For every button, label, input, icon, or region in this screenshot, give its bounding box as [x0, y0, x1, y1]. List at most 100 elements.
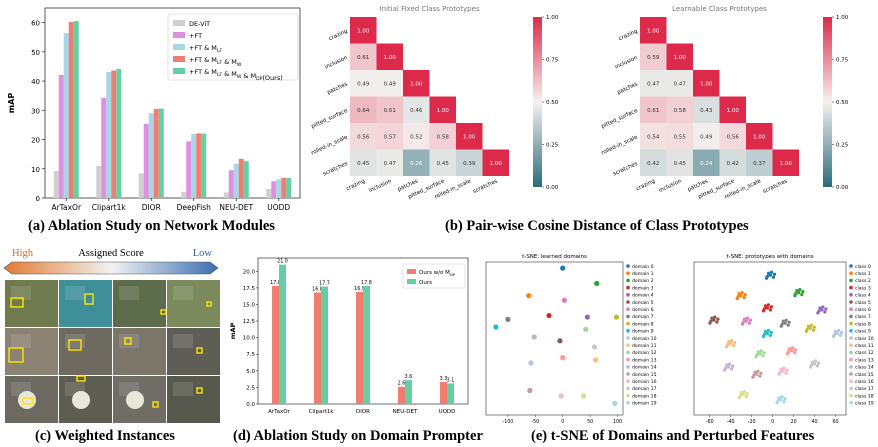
bar-d	[405, 380, 412, 404]
scatter-legend-label: domain 16	[632, 379, 657, 385]
instance-box	[206, 301, 212, 307]
heatmap-value: 0.55	[674, 134, 687, 140]
scatter-point	[840, 330, 844, 334]
heatmap-cell	[640, 70, 667, 97]
heatmap-value: 0.42	[727, 161, 739, 167]
caption-e: (e) t-SNE of Domains and Perturbed Featu…	[531, 428, 815, 444]
scatter-point	[771, 275, 776, 279]
scatter-point	[737, 396, 741, 400]
scatter-point	[818, 306, 822, 310]
scatter-legend-marker	[626, 307, 630, 311]
scatter-point	[809, 323, 813, 327]
heatmap-value: 0.26	[410, 161, 423, 167]
scatter-point	[722, 368, 727, 372]
heatmap-cell	[350, 149, 377, 176]
bar-a	[138, 173, 144, 198]
scatter-point	[821, 305, 825, 309]
scatter-point	[785, 368, 789, 372]
scatter-point	[729, 342, 733, 346]
bar-value-label-d: 17.7	[319, 281, 330, 287]
scatter-point	[735, 297, 739, 301]
scatter-point	[816, 311, 820, 315]
heatmap-cell	[746, 123, 773, 150]
heatmap-cell	[403, 123, 430, 150]
colorbar-tick-label: 0.25	[836, 143, 849, 149]
legend-swatch-a	[173, 20, 185, 26]
heatmap-cell	[403, 70, 430, 97]
scatter-legend-marker	[626, 293, 630, 297]
caption-a: (a) Ablation Study on Network Modules	[28, 218, 275, 234]
heatmap-value: 1.00	[357, 28, 370, 34]
scatter-point	[613, 314, 620, 320]
heatmap-value: 1.00	[384, 55, 397, 61]
scatter-legend-label: domain 4	[632, 293, 654, 299]
scatter-legend-label: class 17	[855, 386, 874, 392]
legend-swatch-d	[407, 269, 416, 274]
scatter-legend-marker	[849, 329, 853, 333]
xtick-label-d: Clipart1k	[309, 409, 335, 415]
scatter-legend-label: class 0	[855, 264, 871, 270]
scatter-point	[739, 391, 743, 395]
scatter-legend-marker	[849, 401, 853, 405]
bar-a	[116, 69, 122, 198]
weighted-instances-figure: High Assigned Score Low	[3, 248, 220, 423]
caption-b: (b) Pair-wise Cosine Distance of Class P…	[445, 218, 749, 234]
scatter-point	[812, 325, 816, 329]
scatter-legend-marker	[849, 372, 853, 376]
plot-frame-a	[44, 7, 301, 199]
scatter-point	[782, 366, 786, 370]
bar-a	[148, 113, 154, 198]
heatmap-value: 0.24	[700, 161, 713, 167]
round-tank	[72, 391, 90, 409]
scatter-point	[740, 322, 745, 326]
scatter-point	[779, 398, 783, 402]
scatter-point	[527, 387, 533, 394]
heatmap-row-label: inclusion	[324, 55, 349, 71]
scatter-point	[808, 365, 813, 369]
bar-a	[153, 108, 159, 198]
ytick-label-d: 0.0	[246, 402, 255, 408]
colorbar-tick-label: 0.25	[546, 143, 559, 149]
heatmap-row-label: rolled-in_scale	[600, 134, 639, 156]
heatmap-value: 0.61	[384, 108, 396, 114]
scatter-legend-marker	[626, 314, 630, 319]
scatter-xtick-label: 60	[832, 419, 838, 425]
bar-a	[286, 177, 292, 198]
scatter-point	[583, 326, 589, 332]
heatmap-value: 1.00	[410, 81, 423, 87]
bar-d	[363, 285, 370, 404]
scatter-point	[801, 290, 805, 294]
chart-a: 0 10 20 30 40 50 60 mAP ArTaxOr Clipart1k DIOR Deep…	[7, 7, 301, 212]
scatter-frame	[485, 261, 624, 416]
scatter-point	[775, 401, 779, 405]
scatter-legend-marker	[849, 271, 853, 275]
scatter-legend-marker	[849, 285, 853, 290]
scatter-point	[726, 365, 731, 369]
scatter-point	[789, 349, 794, 353]
ytick-label-d: 7.5	[246, 352, 255, 358]
scatter-legend-label: class 9	[855, 329, 871, 335]
scatter-legend-marker	[626, 271, 630, 275]
bar-d	[398, 386, 405, 404]
scatter-point	[593, 357, 599, 363]
heatmap-value: 0.49	[384, 81, 397, 87]
ylabel-a: mAP	[7, 93, 16, 114]
instance-image	[167, 328, 220, 375]
bar-value-label-d: 21.0	[277, 259, 288, 265]
panel-c: High Assigned Score Low	[0, 243, 222, 427]
scatter-legend-marker	[626, 386, 630, 391]
scatter-xtick-label: 0	[771, 419, 774, 425]
ytick-label-a: 10	[31, 166, 40, 174]
scatter-point	[744, 319, 749, 323]
scatter-point	[777, 372, 781, 376]
image-texture	[119, 334, 139, 348]
scatter-point	[730, 364, 735, 368]
scatter-point	[839, 333, 843, 337]
scatter-point	[528, 360, 534, 366]
heatmap-value: 1.00	[463, 134, 476, 140]
scatter-point	[820, 308, 824, 312]
scatter-point	[786, 323, 790, 327]
scatter-point	[816, 361, 821, 365]
scatter-point	[747, 321, 752, 325]
heatmap-cell	[666, 149, 693, 176]
